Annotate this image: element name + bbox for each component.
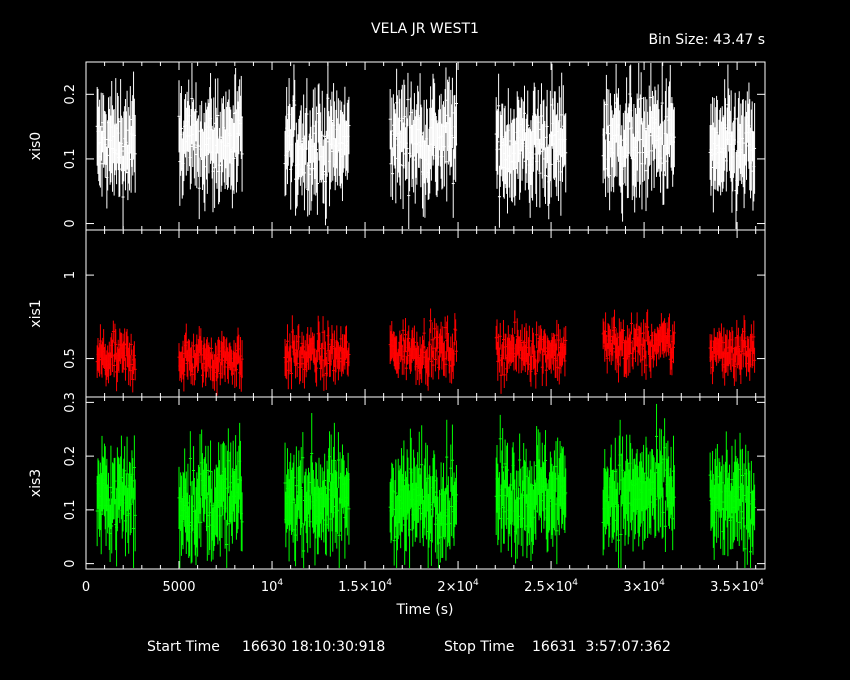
xis1-data-points: [95, 308, 757, 396]
panel-xis0: 0 0.1 0.2 xis0: [28, 61, 766, 231]
xis0-ytick-label: 0.1: [63, 149, 78, 170]
xis3-frame: [85, 396, 766, 570]
x-tick-label: 2.5×104: [524, 578, 578, 595]
xis3-ytick-label: 0.2: [63, 446, 78, 467]
xis0-ytick-label: 0: [63, 219, 78, 227]
x-tick-label: 2×104: [437, 578, 479, 595]
start-time-value: 16630 18:10:30:918: [242, 639, 385, 655]
xis3-ytick-label: 0.1: [63, 500, 78, 521]
xis3-ylabel: xis3: [28, 469, 44, 497]
xis1-ytick-label: 0.5: [63, 348, 78, 369]
stop-time-label: Stop Time: [444, 639, 515, 655]
xis0-ylabel: xis0: [28, 132, 44, 160]
panels-group: 0 0.1 0.2 xis0 0.5 1 xis1 0 0.1 0.2 0.3 xis3: [28, 61, 766, 570]
x-tick-label: 1.5×104: [338, 578, 392, 595]
xis3-data-points: [95, 403, 757, 568]
xis1-ylabel: xis1: [28, 299, 44, 327]
x-tick-label: 3×104: [623, 578, 665, 595]
start-time-label: Start Time: [147, 639, 220, 655]
xis1-ytick-label: 1: [63, 271, 78, 279]
xis0-data-points: [95, 63, 757, 229]
xis0-ytick-label: 0.2: [63, 84, 78, 105]
x-axis: 0 5000 104 1.5×104 2×104 2.5×104 3×104 3.5×104: [82, 578, 764, 595]
panel-xis3: 0 0.1 0.2 0.3 xis3: [28, 392, 766, 570]
stop-time-value: 16631 3:57:07:362: [532, 639, 671, 655]
x-axis-label: Time (s): [396, 602, 454, 618]
x-tick-label: 104: [261, 578, 284, 595]
chart-title: VELA JR WEST1: [371, 21, 479, 37]
x-tick-label: 0: [82, 580, 90, 595]
xis3-ytick-label: 0.3: [63, 392, 78, 413]
xis3-ytick-label: 0: [63, 559, 78, 567]
x-tick-label: 3.5×104: [710, 578, 764, 595]
panel-xis1: 0.5 1 xis1: [28, 229, 766, 398]
bin-size-label: Bin Size: 43.47 s: [648, 32, 765, 48]
x-tick-label: 5000: [162, 580, 195, 595]
